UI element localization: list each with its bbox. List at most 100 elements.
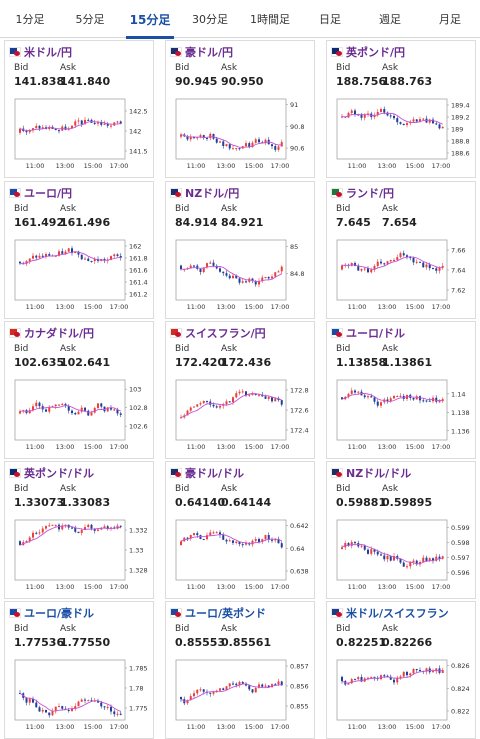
tab-timeframe[interactable]: 5分足 [75, 13, 105, 26]
candlestick-chart[interactable]: 0.826 0.824 0.822 11:00 13:00 15:00 17:00 [335, 658, 471, 738]
y-tick-label: 141.5 [129, 148, 148, 156]
candle-body [51, 710, 54, 716]
pair-name[interactable]: 英ポンド/ドル [24, 467, 95, 480]
candle-body [38, 255, 41, 258]
y-tick-label: 90.8 [290, 123, 304, 131]
pair-name[interactable]: 米ドル/円 [24, 46, 73, 59]
candlestick-chart[interactable]: 0.599 0.598 0.597 0.596 11:00 13:00 15:00 17:00 [335, 518, 471, 598]
x-tick-label: 13:00 [217, 583, 236, 591]
rate-card[interactable]: NZドル/円 Bid Ask 84.914 84.921 85 84.8 11:00 13… [165, 181, 315, 319]
bid-label: Bid [175, 204, 190, 214]
candlestick-chart[interactable]: 1.14 1.138 1.136 11:00 13:00 15:00 17:00 [335, 378, 471, 458]
y-tick-label: 1.138 [451, 409, 470, 417]
rate-card[interactable]: ユーロ/豪ドル Bid Ask 1.775361.77550 1.785 1.78 1… [4, 601, 154, 739]
pair-name[interactable]: 米ドル/スイスフラン [346, 607, 449, 620]
rate-card[interactable]: スイスフラン/円 Bid Ask 172.420172.436 172.8 172.… [165, 321, 315, 459]
rate-card[interactable]: 英ポンド/ドル Bid Ask 1.330731.33083 1.332 1.33 1… [4, 461, 154, 599]
ask-value: 1.33083 [60, 496, 111, 509]
candle-body [193, 406, 195, 408]
candlestick-chart[interactable]: 1.332 1.33 1.328 11:00 13:00 15:00 17:00 [13, 518, 149, 598]
pair-name[interactable]: NZドル/ドル [346, 467, 412, 480]
candle-body [235, 683, 238, 686]
candle-body [238, 391, 241, 394]
tab-timeframe[interactable]: 日足 [319, 13, 341, 26]
candle-body [354, 110, 356, 115]
rate-card[interactable]: ランド/円 Bid Ask 7.645 7.654 7.66 7.64 7.62 11:0… [326, 181, 476, 319]
tab-timeframe[interactable]: 15分足 [120, 0, 180, 39]
tab-timeframe[interactable]: 1時間足 [250, 13, 290, 26]
candlestick-chart[interactable]: 85 84.8 11:00 13:00 15:00 17:00 [174, 238, 310, 318]
candlestick-chart[interactable]: 7.66 7.64 7.62 11:00 13:00 15:00 17:00 [335, 238, 471, 318]
candle-body [271, 397, 273, 402]
pair-name[interactable]: 豪ドル/円 [185, 46, 234, 59]
candle-body [103, 406, 106, 412]
candle-body [80, 407, 83, 412]
candle-body [106, 123, 109, 126]
candle-body [412, 257, 415, 263]
rate-card[interactable]: ユーロ/円 Bid Ask 161.492161.496 162 161.8 161.… [4, 181, 154, 319]
pair-name[interactable]: NZドル/円 [185, 187, 240, 200]
pair-name[interactable]: ユーロ/ドル [346, 327, 406, 340]
currency-flag-icon [9, 608, 21, 618]
candlestick-chart[interactable]: 142.5 142 141.5 11:00 13:00 15:00 17:00 [13, 97, 149, 177]
tab-timeframe[interactable]: 30分足 [192, 13, 228, 26]
rate-card[interactable]: 豪ドル/円 Bid Ask 90.945 90.950 91 90.8 90.6 11:0… [165, 40, 315, 178]
tab-timeframe[interactable]: 1分足 [15, 13, 45, 26]
candle-body [277, 681, 280, 685]
candlestick-chart[interactable]: 1.785 1.78 1.775 11:00 13:00 15:00 17:00 [13, 658, 149, 738]
candle-body [206, 263, 208, 268]
candle-body [228, 401, 231, 403]
candlestick-chart[interactable]: 0.642 0.64 0.638 11:00 13:00 15:00 17:00 [174, 518, 310, 598]
pair-name[interactable]: ユーロ/英ポンド [185, 607, 267, 620]
moving-average-line [19, 251, 121, 265]
tab-timeframe[interactable]: 週足 [379, 13, 401, 26]
candle-body [245, 683, 247, 686]
rate-card[interactable]: カナダドル/円 Bid Ask 102.635102.641 103 102.8 10… [4, 321, 154, 459]
candlestick-chart[interactable]: 189.4 189.2 189 188.8 188.6 11:00 13:00 15:00 17… [335, 97, 471, 177]
candle-body [396, 257, 399, 260]
candle-body [399, 395, 402, 397]
rate-card[interactable]: 米ドル/円 Bid Ask 141.838141.840 142.5 142 141.… [4, 40, 154, 178]
pair-name[interactable]: ユーロ/円 [24, 187, 73, 200]
chart-svg: 189.4 189.2 189 188.8 188.6 11:00 13:00 15:00 17… [336, 98, 470, 170]
bid-label: Bid [336, 484, 351, 494]
rate-card[interactable]: 英ポンド/円 Bid Ask 188.756188.763 189.4 189.2 1… [326, 40, 476, 178]
candlestick-chart[interactable]: 91 90.8 90.6 11:00 13:00 15:00 17:00 [174, 97, 310, 177]
pair-name[interactable]: カナダドル/円 [24, 327, 95, 340]
tab-timeframe[interactable]: 月足 [439, 13, 461, 26]
pair-name[interactable]: ランド/円 [346, 187, 395, 200]
pair-name[interactable]: 英ポンド/円 [346, 46, 406, 59]
card-header: スイスフラン/円 [170, 326, 266, 340]
rate-card[interactable]: ユーロ/ドル Bid Ask 1.138581.13861 1.14 1.138 1.… [326, 321, 476, 459]
candle-body [84, 258, 86, 260]
candle-body [393, 395, 395, 399]
candle-body [225, 273, 228, 276]
pair-name[interactable]: ユーロ/豪ドル [24, 607, 95, 620]
y-tick-label: 189 [451, 126, 463, 134]
candle-body [415, 261, 418, 263]
y-tick-label: 0.856 [290, 683, 309, 691]
candle-body [357, 677, 360, 680]
price-labels: Bid Ask [175, 204, 267, 214]
candle-body [74, 706, 77, 709]
candlestick-chart[interactable]: 0.857 0.856 0.855 11:00 13:00 15:00 17:00 [174, 658, 310, 738]
bid-label: Bid [14, 63, 29, 73]
candle-body [235, 541, 238, 543]
candlestick-chart[interactable]: 162 161.8 161.6 161.4 161.2 11:00 13:00 15:00 17… [13, 238, 149, 318]
pair-name[interactable]: 豪ドル/ドル [185, 467, 245, 480]
rate-card[interactable]: 豪ドル/ドル Bid Ask 0.641400.64144 0.642 0.64 0.… [165, 461, 315, 599]
candle-body [209, 692, 212, 694]
candlestick-chart[interactable]: 172.8 172.6 172.4 11:00 13:00 15:00 17:00 [174, 378, 310, 458]
rate-card[interactable]: ユーロ/英ポンド Bid Ask 0.855530.85561 0.857 0.85… [165, 601, 315, 739]
moving-average-line [180, 533, 282, 544]
candlestick-chart[interactable]: 103 102.8 102.6 11:00 13:00 15:00 17:00 [13, 378, 149, 458]
pair-name[interactable]: スイスフラン/円 [185, 327, 266, 340]
bid-label: Bid [14, 344, 29, 354]
candle-body [419, 562, 421, 565]
rate-card[interactable]: 米ドル/スイスフラン Bid Ask 0.822510.82266 0.826 0.… [326, 601, 476, 739]
candle-body [186, 136, 189, 140]
moving-average-line [180, 393, 282, 418]
chart-svg: 1.14 1.138 1.136 11:00 13:00 15:00 17:00 [336, 379, 470, 451]
candle-body [215, 532, 218, 534]
rate-card[interactable]: NZドル/ドル Bid Ask 0.598810.59895 0.599 0.598… [326, 461, 476, 599]
